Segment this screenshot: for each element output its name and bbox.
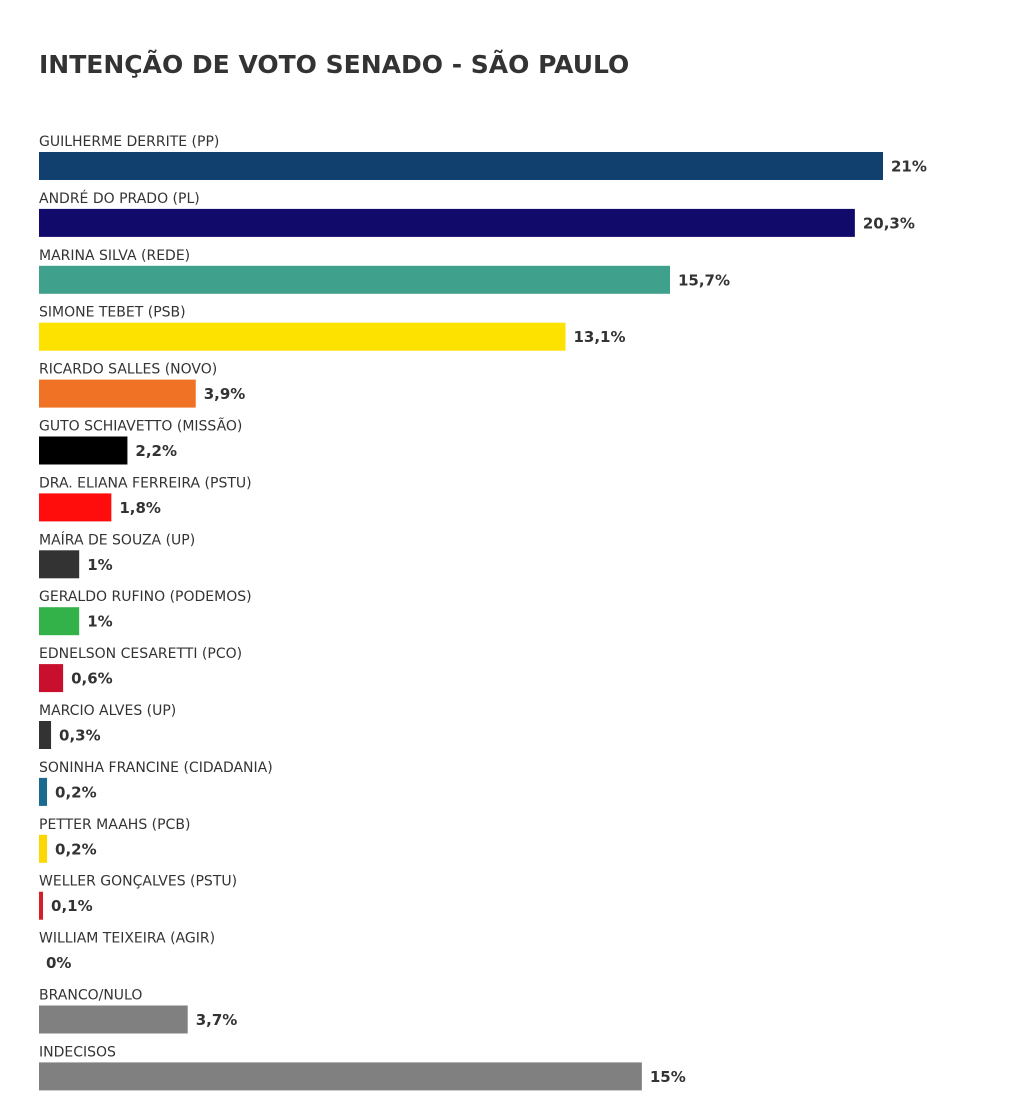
bar [39,1062,642,1091]
value-label: 1% [87,556,112,574]
value-label: 2,2% [135,442,177,460]
category-label: BRANCO/NULO [39,988,142,1004]
value-label: 15% [650,1068,686,1086]
category-label: MARCIO ALVES (UP) [39,703,176,719]
value-label: 13,1% [573,328,625,346]
bar [39,834,48,863]
category-label: PETTER MAAHS (PCB) [39,817,190,833]
bar [39,664,64,693]
category-label: WILLIAM TEIXEIRA (AGIR) [39,931,215,947]
value-label: 3,7% [196,1011,238,1029]
value-label: 15,7% [678,271,730,289]
category-label: GUILHERME DERRITE (PP) [39,134,219,150]
category-label: SIMONE TEBET (PSB) [39,305,186,321]
category-label: GUTO SCHIAVETTO (MISSÃO) [39,418,242,435]
bar [39,379,196,408]
bar [39,493,112,522]
category-label: MARINA SILVA (REDE) [39,248,190,264]
bar [39,208,855,237]
chart-title: INTENÇÃO DE VOTO SENADO - SÃO PAULO [39,50,629,79]
category-label: WELLER GONÇALVES (PSTU) [39,874,237,890]
category-label: DRA. ELIANA FERREIRA (PSTU) [39,475,252,491]
value-label: 0,1% [51,897,93,915]
bar [39,1005,188,1034]
bar [39,607,80,636]
bar [39,550,80,579]
value-label: 0% [46,954,71,972]
value-label: 0,2% [55,783,97,801]
value-label: 0,6% [71,670,113,688]
value-label: 1% [87,613,112,631]
value-label: 20,3% [863,214,915,232]
bar [39,436,128,465]
bar [39,152,883,180]
bar [39,891,44,920]
category-label: RICARDO SALLES (NOVO) [39,362,217,378]
value-label: 0,3% [59,727,101,745]
category-label: EDNELSON CESARETTI (PCO) [39,646,242,662]
bar [39,265,670,294]
category-label: ANDRÉ DO PRADO (PL) [39,190,200,207]
value-label: 21% [891,158,927,176]
category-label: INDECISOS [39,1044,116,1060]
category-label: GERALDO RUFINO (PODEMOS) [39,589,252,605]
category-label: SONINHA FRANCINE (CIDADANIA) [39,760,273,776]
category-label: MAÍRA DE SOUZA (UP) [39,531,195,548]
value-label: 3,9% [204,385,246,403]
bar [39,322,566,351]
bar [39,721,52,749]
bar [39,777,48,806]
value-label: 0,2% [55,840,97,858]
value-label: 1,8% [119,499,161,517]
